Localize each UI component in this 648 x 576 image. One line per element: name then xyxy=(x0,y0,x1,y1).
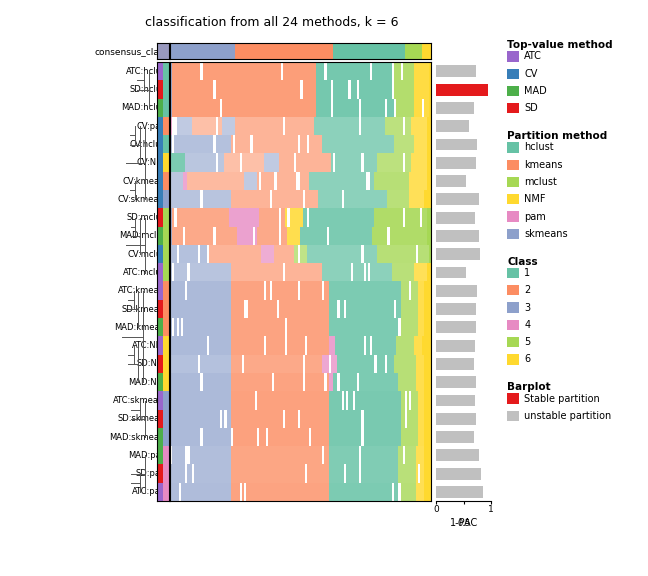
Bar xyxy=(436,376,476,388)
Text: consensus_class: consensus_class xyxy=(95,47,169,56)
Text: SD:skmeans: SD:skmeans xyxy=(117,414,169,423)
Text: Partition method: Partition method xyxy=(507,131,608,141)
Bar xyxy=(436,285,478,297)
Bar xyxy=(436,468,481,480)
Text: CV: CV xyxy=(524,69,538,79)
Text: CV:kmeans: CV:kmeans xyxy=(122,177,169,185)
Text: hclust: hclust xyxy=(524,142,554,153)
Bar xyxy=(436,212,474,223)
Bar xyxy=(436,395,474,407)
Bar xyxy=(436,194,479,205)
Text: SD:hclust: SD:hclust xyxy=(129,85,169,94)
Bar xyxy=(436,340,474,351)
Text: 2: 2 xyxy=(524,285,531,295)
Bar xyxy=(436,358,474,370)
Bar xyxy=(436,175,467,187)
Text: Top-value method: Top-value method xyxy=(507,40,613,50)
Text: Class: Class xyxy=(507,257,538,267)
Text: SD:pam: SD:pam xyxy=(136,469,169,478)
Bar xyxy=(436,157,476,169)
Text: 4: 4 xyxy=(524,320,530,330)
Bar xyxy=(436,66,476,77)
Text: Stable partition: Stable partition xyxy=(524,393,600,404)
Text: ATC:kmeans: ATC:kmeans xyxy=(118,286,169,295)
Text: mclust: mclust xyxy=(524,177,557,187)
Text: 1: 1 xyxy=(524,268,530,278)
Text: MAD:kmeans: MAD:kmeans xyxy=(114,323,169,332)
Text: kmeans: kmeans xyxy=(524,160,562,170)
Text: 5: 5 xyxy=(524,337,531,347)
Text: skmeans: skmeans xyxy=(524,229,568,239)
Text: unstable partition: unstable partition xyxy=(524,411,612,421)
Text: ATC:skmeans: ATC:skmeans xyxy=(113,396,169,405)
Text: MAD:skmeans: MAD:skmeans xyxy=(110,433,169,442)
Text: classification from all 24 methods, k = 6: classification from all 24 methods, k = … xyxy=(145,16,399,29)
Text: 0.5: 0.5 xyxy=(457,520,470,528)
Text: ATC:hclust: ATC:hclust xyxy=(126,67,169,76)
Text: CV:skmeans: CV:skmeans xyxy=(118,195,169,204)
Text: Barplot: Barplot xyxy=(507,382,551,392)
Text: SD:NMF: SD:NMF xyxy=(136,359,169,369)
Bar xyxy=(436,267,467,278)
Bar xyxy=(436,102,474,114)
Text: ATC: ATC xyxy=(524,51,542,62)
Text: SD:mclust: SD:mclust xyxy=(126,213,169,222)
Text: MAD:pam: MAD:pam xyxy=(128,451,169,460)
Bar xyxy=(436,449,479,461)
Bar xyxy=(436,139,478,150)
Text: pam: pam xyxy=(524,211,546,222)
Bar xyxy=(436,321,476,334)
Bar xyxy=(436,486,483,498)
Text: NMF: NMF xyxy=(524,194,546,204)
Bar xyxy=(436,431,474,443)
Text: MAD: MAD xyxy=(524,86,547,96)
Bar xyxy=(436,303,476,315)
Bar xyxy=(436,84,489,96)
Bar xyxy=(436,248,480,260)
Text: SD: SD xyxy=(524,103,538,113)
Bar xyxy=(436,120,469,132)
Text: CV:hclust: CV:hclust xyxy=(130,140,169,149)
Bar xyxy=(436,230,479,242)
Text: MAD:mclust: MAD:mclust xyxy=(119,232,169,240)
Text: ATC:pam: ATC:pam xyxy=(132,487,169,497)
Text: CV:pam: CV:pam xyxy=(137,122,169,131)
Text: 3: 3 xyxy=(524,302,530,313)
X-axis label: 1-PAC: 1-PAC xyxy=(450,518,478,528)
Text: MAD:NMF: MAD:NMF xyxy=(128,378,169,386)
Text: SD:kmeans: SD:kmeans xyxy=(121,305,169,313)
Text: CV:mclust: CV:mclust xyxy=(127,250,169,259)
Bar xyxy=(436,413,476,425)
Text: 6: 6 xyxy=(524,354,530,365)
Text: ATC:mclust: ATC:mclust xyxy=(122,268,169,277)
Text: MAD:hclust: MAD:hclust xyxy=(121,104,169,112)
Text: CV:NMF: CV:NMF xyxy=(137,158,169,167)
Text: ATC:NMF: ATC:NMF xyxy=(132,341,169,350)
